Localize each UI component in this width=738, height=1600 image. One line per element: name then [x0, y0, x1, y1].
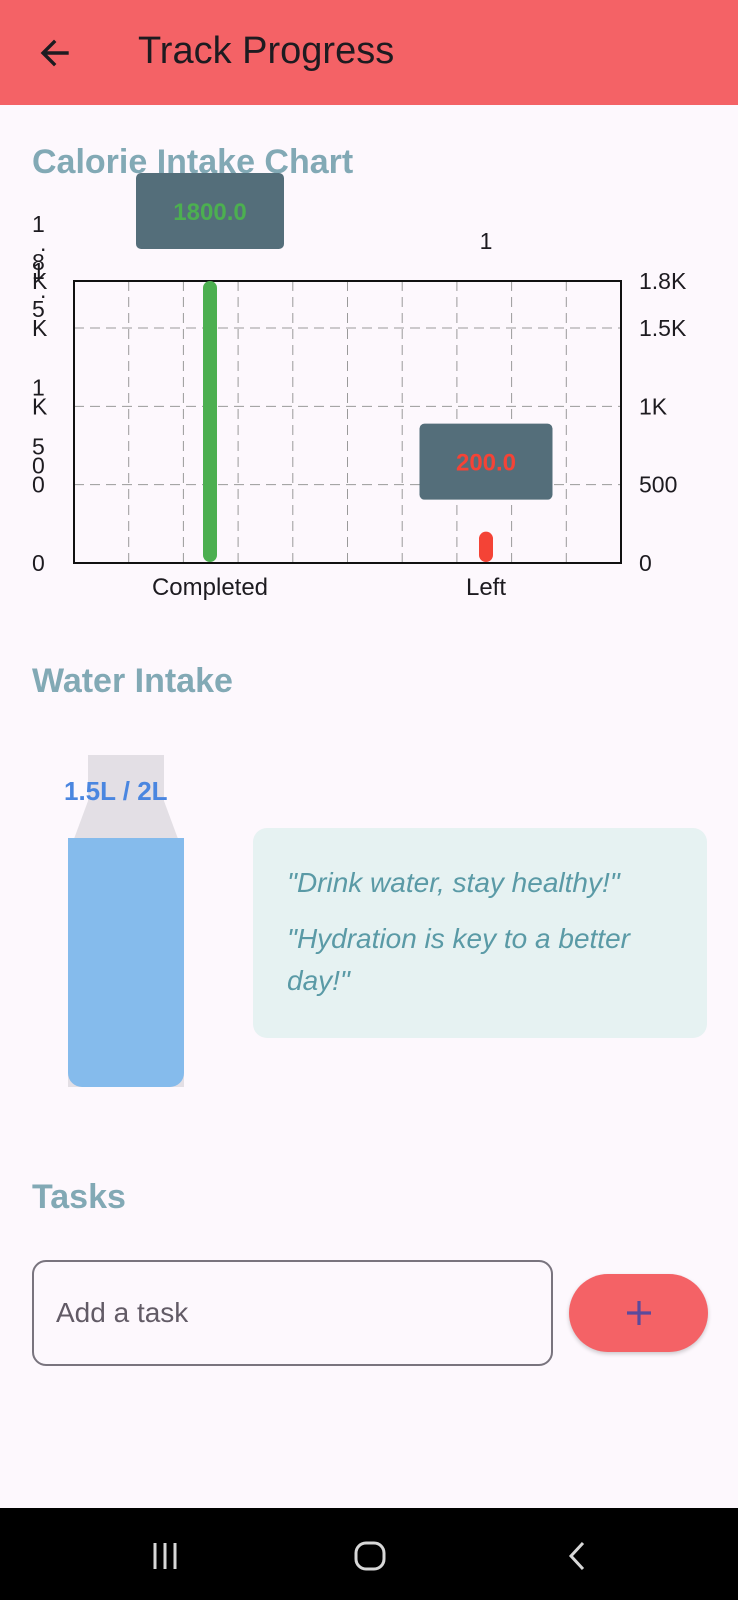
left-axis-ticks: 1. 8 K1. 5 K 1 K 5 0 0 0 [32, 211, 48, 576]
add-task-input[interactable] [32, 1260, 553, 1366]
chart-grid [74, 281, 621, 563]
water-amount-label: 1.5L / 2L [64, 776, 168, 806]
chart-tooltips: 1800.0 200.0 [136, 173, 553, 500]
arrow-back-icon [40, 39, 69, 67]
tooltip-value: 200.0 [456, 450, 516, 477]
quote-text: "Hydration is key to a better day!" [287, 923, 630, 996]
x-axis-label: Left [466, 574, 506, 601]
tooltip-box [419, 423, 553, 500]
recents-icon [153, 1543, 177, 1569]
system-nav-bar [0, 1508, 738, 1600]
back-button[interactable] [30, 28, 80, 78]
chart-bars [203, 281, 493, 562]
x-axis-labels: Completed Left [152, 574, 506, 601]
water-fill-top [68, 838, 184, 878]
home-button[interactable] [340, 1534, 400, 1578]
right-axis-tick-label: 500 [639, 472, 677, 498]
top-axis-tick-label: 1 [480, 228, 493, 254]
water-section-title: Water Intake [32, 662, 233, 700]
bar-completed [203, 281, 217, 562]
quote-text: "Drink water, stay healthy!" [287, 867, 620, 898]
tooltip-box [136, 173, 284, 249]
hydration-quote-card: "Drink water, stay healthy!" "Hydration … [253, 828, 707, 1038]
chart-frame [73, 280, 622, 564]
plus-icon [626, 1301, 651, 1325]
chart-border [73, 280, 622, 564]
right-axis-tick-label: 1.8K [639, 268, 687, 294]
water-bottle [68, 755, 184, 1087]
add-task-button[interactable] [569, 1274, 708, 1352]
right-axis-tick-label: 1.5K [639, 315, 687, 341]
left-axis-tick-label: 0 [32, 550, 45, 576]
right-axis-tick-label: 1K [639, 393, 668, 419]
recents-button[interactable] [135, 1534, 195, 1578]
right-axis-tick-label: 0 [639, 550, 652, 576]
app-bar: Track Progress [0, 0, 738, 105]
nav-back-button[interactable] [548, 1534, 608, 1578]
tooltip-value: 1800.0 [173, 199, 246, 226]
page-title: Track Progress [138, 30, 395, 72]
x-axis-label: Completed [152, 574, 268, 601]
water-fill [68, 838, 184, 1087]
bottle-neck [88, 755, 164, 801]
nav-back-icon [568, 1541, 585, 1571]
tasks-section-title: Tasks [32, 1178, 126, 1216]
bar-left [479, 531, 493, 562]
right-axis-ticks: 1.8K 1.5K 1K 500 0 [639, 268, 687, 576]
home-icon [354, 1541, 386, 1571]
